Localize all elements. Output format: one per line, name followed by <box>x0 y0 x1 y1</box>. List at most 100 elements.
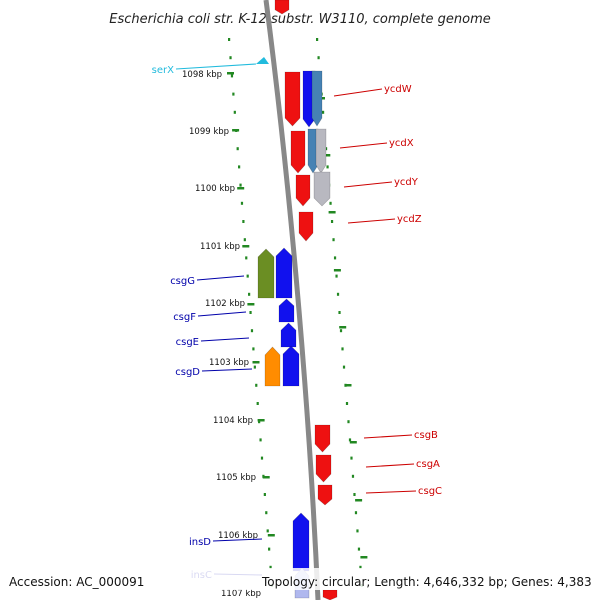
tick-dot-left <box>233 110 236 114</box>
kbp-tick-label: 1099 kbp <box>189 127 229 137</box>
label-leader-line <box>197 311 247 317</box>
label-leader-line <box>200 337 250 342</box>
gene-label-left: csgE <box>176 337 199 348</box>
tick-dot-left <box>248 292 251 296</box>
tick-dash-right <box>328 211 336 214</box>
gene-label-right: ycdY <box>394 177 419 188</box>
tick-dash-right <box>349 441 357 444</box>
gene-grey-arrow-2 <box>313 171 331 207</box>
tick-dot-right <box>354 511 358 515</box>
gene-ycdx-arrow <box>290 130 306 174</box>
gene-label-right: ycdW <box>384 84 412 95</box>
gene-steel-arrow <box>311 70 323 127</box>
tick-dot-right <box>351 474 355 478</box>
partial-gene-top <box>274 0 290 15</box>
tick-dot-right <box>333 256 337 260</box>
gene-csgb-arrow <box>314 424 331 453</box>
tick-dot-right <box>321 110 325 114</box>
tick-dash-right <box>333 269 341 272</box>
tick-dot-left <box>260 456 264 460</box>
kbp-tick-label: 1101 kbp <box>200 242 240 252</box>
label-leader-line <box>339 142 388 149</box>
tick-dot-left <box>229 56 232 60</box>
gene-csgd-arrow <box>282 345 300 387</box>
tick-dot-right <box>341 347 344 351</box>
tick-dot-right <box>347 420 350 424</box>
tick-dot-left <box>250 329 254 333</box>
gene-ycdy-arrow <box>295 174 311 207</box>
tick-dot-right <box>338 311 341 314</box>
tick-dot-right <box>332 238 335 242</box>
map-title: Escherichia coli str. K-12 substr. W3110… <box>109 12 490 27</box>
kbp-tick-label: 1102 kbp <box>205 299 245 309</box>
tick-dot-right <box>336 292 340 296</box>
tick-dash-right <box>339 326 347 329</box>
tick-dash-left <box>232 129 240 132</box>
topology-text: Topology: circular; Length: 4,646,332 bp… <box>261 575 592 589</box>
tick-dot-left <box>265 511 268 515</box>
kbp-tick-label: 1103 kbp <box>209 358 249 368</box>
kbp-tick-marks: 1098 kbp 1099 kbp 1100 kbp 1101 kbp 1102 kbp… <box>182 70 261 599</box>
gene-csge-arrow <box>280 322 297 348</box>
tick-dash-right <box>344 384 352 387</box>
gene-csga-arrow <box>315 454 332 483</box>
tick-dash-left <box>242 245 250 248</box>
label-leader-line <box>175 63 257 70</box>
tick-dot-right <box>326 165 329 169</box>
footer-background <box>0 568 600 590</box>
tick-dot-right <box>316 38 319 41</box>
label-leader-line <box>212 538 263 542</box>
tick-dot-left <box>259 438 262 442</box>
tick-dot-right <box>335 274 338 278</box>
gene-csgg-arrow <box>275 247 293 299</box>
tick-dot-right <box>317 56 320 60</box>
tick-dot-left <box>238 165 241 169</box>
gene-csgc-arrow <box>317 484 333 506</box>
tick-dot-left <box>236 147 239 151</box>
label-leader-line <box>333 88 383 97</box>
gene-label-left: csgG <box>170 276 195 287</box>
label-leader-line <box>365 463 415 468</box>
gene-label-left: csgF <box>173 312 196 323</box>
tick-dash-left <box>267 534 275 537</box>
tick-dot-right <box>329 201 332 205</box>
gene-label-right: csgA <box>416 459 440 470</box>
tick-dot-right <box>350 456 353 460</box>
label-leader-line <box>365 490 417 494</box>
tick-dot-left <box>230 74 234 78</box>
gene-ycdz-arrow <box>298 211 314 242</box>
tick-dot-right <box>342 365 346 369</box>
kbp-tick-label: 1100 kbp <box>195 184 235 194</box>
gene-label-right: csgC <box>418 486 442 497</box>
gene-label-right: ycdX <box>389 138 414 149</box>
tick-dash-right <box>360 556 368 559</box>
tick-dot-left <box>228 38 231 41</box>
tick-dot-left <box>269 565 272 569</box>
tick-dash-left <box>252 361 260 364</box>
gene-label-left: csgD <box>175 367 200 378</box>
label-leader-line <box>363 434 413 439</box>
tick-dot-left <box>240 201 244 205</box>
tick-dot-left <box>242 220 245 223</box>
tick-dash-left <box>262 476 270 479</box>
gene-features <box>257 0 338 600</box>
tick-dash-left <box>237 187 245 190</box>
tick-dot-right <box>330 220 334 223</box>
label-leader-line <box>347 218 396 224</box>
gene-insd-arrow <box>292 512 310 572</box>
tick-dot-left <box>258 420 261 424</box>
tick-dash-left <box>257 419 265 422</box>
tick-dot-right <box>345 402 349 405</box>
tick-dot-left <box>268 547 271 551</box>
tick-dot-left <box>232 92 235 96</box>
tick-dot-left <box>253 365 256 369</box>
tick-dot-right <box>324 147 328 151</box>
tick-dot-left <box>249 311 252 314</box>
kbp-tick-label: 1107 kbp <box>221 589 261 599</box>
tick-dot-left <box>266 529 269 533</box>
gene-csgf-arrow <box>278 298 295 323</box>
gene-label-left: serX <box>152 65 174 76</box>
gene-grey-arrow <box>315 128 327 174</box>
kbp-tick-label: 1104 kbp <box>213 416 253 426</box>
